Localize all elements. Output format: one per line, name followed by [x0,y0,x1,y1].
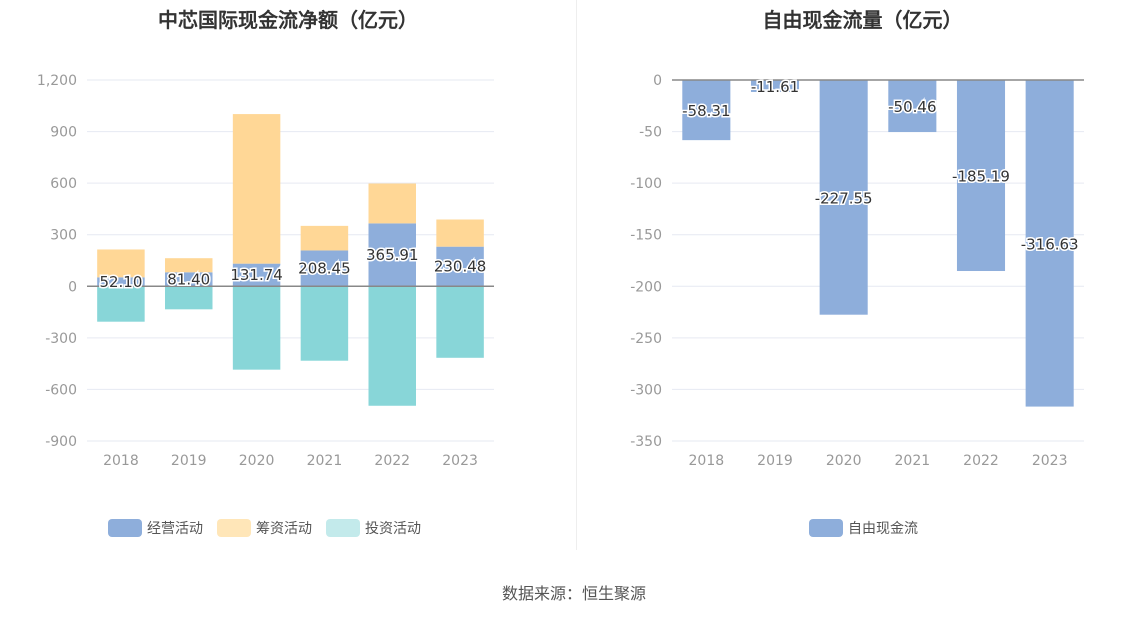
left-data-label: 81.40 [167,270,210,288]
left-bar[interactable] [368,223,416,287]
legend-label: 投资活动 [365,521,421,537]
left-bar[interactable] [436,246,484,287]
right-bar[interactable] [956,80,1006,272]
right-bar[interactable] [819,80,868,315]
left-y-tick-label: 0 [68,279,77,295]
left-legend: 经营活动 筹资活动 投资活动 [108,518,421,538]
left-bar[interactable] [232,286,281,370]
legend-operating[interactable]: 经营活动 [108,518,203,538]
left-x-tick-label: 2018 [103,453,139,469]
legend-financing[interactable]: 筹资活动 [217,518,312,538]
right-legend: 自由现金流 [809,518,918,538]
right-data-label: -227.55 [815,189,873,207]
left-x-tick-label: 2023 [442,453,478,469]
right-data-label: -11.61 [751,78,799,96]
right-y-tick-label: -350 [630,434,662,450]
right-data-label: -185.19 [952,168,1010,186]
left-bar[interactable] [165,258,213,273]
right-y-tick-label: -50 [639,125,662,141]
right-bar[interactable] [888,80,937,133]
right-bar[interactable] [1025,80,1074,407]
left-x-tick-label: 2021 [307,453,343,469]
right-x-tick-label: 2019 [757,453,793,469]
left-data-label: 52.10 [99,273,142,291]
left-chart-title: 中芯国际现金流净额（亿元） [158,8,418,32]
right-y-tick-label: -200 [630,279,662,295]
divider [576,0,577,550]
right-y-tick-label: -300 [630,382,662,398]
left-y-tick-label: -300 [45,331,77,347]
right-data-label: -316.63 [1021,235,1079,253]
right-y-tick-label: 0 [653,73,662,89]
right-x-tick-label: 2021 [895,453,931,469]
legend-label: 筹资活动 [256,521,312,537]
left-y-tick-label: 300 [50,228,77,244]
left-data-label: 230.48 [434,257,487,275]
left-x-tick-label: 2022 [374,453,410,469]
left-bar[interactable] [165,286,213,310]
left-y-tick-label: -900 [45,434,77,450]
left-y-tick-label: 1,200 [37,73,77,89]
left-x-tick-label: 2020 [239,453,275,469]
left-y-tick-label: 900 [50,125,77,141]
left-y-tick-label: -600 [45,382,77,398]
left-y-tick-label: 600 [50,176,77,192]
right-x-tick-label: 2023 [1032,453,1068,469]
right-x-tick-label: 2018 [689,453,725,469]
right-y-tick-label: -100 [630,176,662,192]
right-x-tick-label: 2020 [826,453,862,469]
right-y-tick-label: -250 [630,331,662,347]
right-y-tick-label: -150 [630,228,662,244]
right-bar[interactable] [750,80,800,92]
left-bar[interactable] [300,225,349,251]
left-data-label: 208.45 [298,259,351,277]
left-bar[interactable] [436,286,484,358]
left-data-label: 131.74 [230,266,283,284]
left-bar[interactable] [436,219,484,247]
legend-investing[interactable]: 投资活动 [326,518,421,538]
left-bar[interactable] [165,272,213,287]
left-bar[interactable] [368,286,416,406]
left-x-tick-label: 2019 [171,453,207,469]
right-chart-title: 自由现金流量（亿元） [762,8,963,32]
source-footer: 数据来源：恒生聚源 [501,584,646,603]
right-bar[interactable] [682,80,731,141]
left-bar[interactable] [300,286,349,361]
right-data-label: -50.46 [888,98,936,116]
legend-label: 自由现金流 [848,521,918,537]
left-bar[interactable] [232,263,281,287]
left-bar[interactable] [97,277,145,287]
left-data-label: 365.91 [366,246,419,264]
legend-label: 经营活动 [147,521,203,537]
left-bar[interactable] [232,114,281,264]
legend-free-cash-flow[interactable]: 自由现金流 [809,518,918,538]
right-data-label: -58.31 [682,102,730,120]
left-bar[interactable] [368,183,416,224]
left-bar[interactable] [97,249,145,278]
right-x-tick-label: 2022 [963,453,999,469]
left-bar[interactable] [300,250,349,287]
left-bar[interactable] [97,286,145,322]
